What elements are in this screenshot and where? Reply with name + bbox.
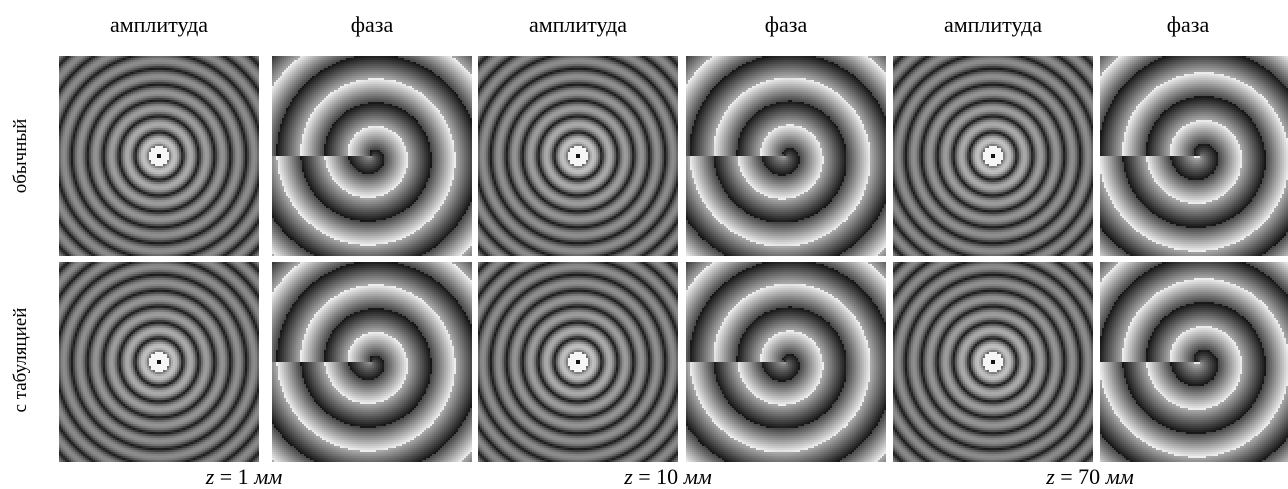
header-phase-z10: фаза bbox=[764, 12, 808, 37]
z-eq: = 70 bbox=[1054, 464, 1106, 489]
panel-amplitude-tabulated-z1 bbox=[59, 262, 259, 462]
z-unit: мм bbox=[1105, 464, 1134, 489]
panel-amplitude-ordinary-z10 bbox=[478, 56, 678, 256]
panel-phase-ordinary-z10 bbox=[686, 56, 886, 256]
panel-phase-ordinary-z1 bbox=[272, 56, 472, 256]
panel-amplitude-tabulated-z70 bbox=[893, 262, 1093, 462]
panel-phase-tabulated-z70 bbox=[1100, 262, 1288, 462]
panel-phase-tabulated-z10 bbox=[686, 262, 886, 462]
z-eq: = 10 bbox=[632, 464, 684, 489]
panel-amplitude-tabulated-z10 bbox=[478, 262, 678, 462]
row-label-ordinary: обычный bbox=[10, 118, 31, 194]
panel-amplitude-ordinary-z1 bbox=[59, 56, 259, 256]
header-amplitude-z10: амплитуда bbox=[528, 12, 628, 37]
header-amplitude-z70: амплитуда bbox=[943, 12, 1043, 37]
z-var: z bbox=[1046, 464, 1055, 489]
z-var: z bbox=[624, 464, 633, 489]
z-label-1: z = 1 мм bbox=[134, 466, 354, 488]
z-unit: мм bbox=[683, 464, 712, 489]
panel-phase-ordinary-z70 bbox=[1100, 56, 1288, 256]
z-var: z bbox=[205, 464, 215, 489]
z-eq: = 1 bbox=[214, 464, 255, 489]
header-phase-z1: фаза bbox=[350, 12, 394, 37]
panel-amplitude-ordinary-z70 bbox=[893, 56, 1093, 256]
header-phase-z70: фаза bbox=[1166, 12, 1210, 37]
z-unit: мм bbox=[254, 464, 283, 489]
row-label-tabulated: с табуляцией bbox=[10, 307, 31, 413]
z-label-70: z = 70 мм bbox=[980, 466, 1200, 488]
header-amplitude-z1: амплитуда bbox=[109, 12, 209, 37]
z-label-10: z = 10 мм bbox=[558, 466, 778, 488]
panel-phase-tabulated-z1 bbox=[272, 262, 472, 462]
